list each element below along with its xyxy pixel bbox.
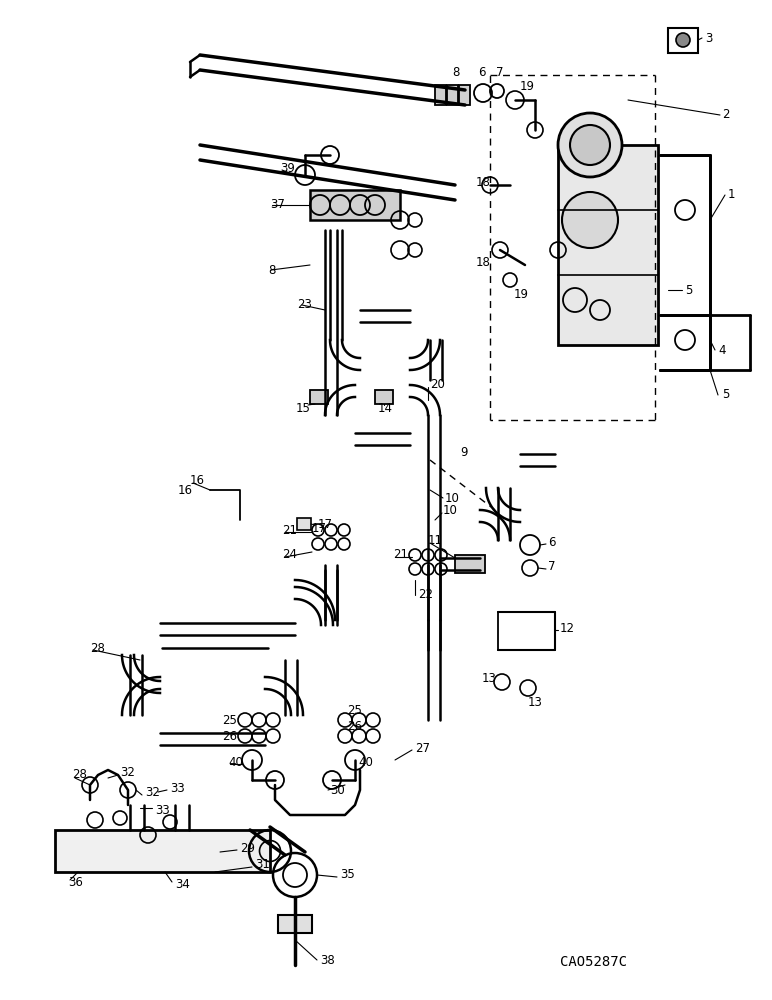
Bar [668, 28, 698, 53]
Text: 21: 21 [393, 548, 408, 562]
Text: 17: 17 [318, 518, 333, 532]
Text: 35: 35 [340, 868, 355, 882]
Text: 32: 32 [145, 786, 160, 798]
Text: 22: 22 [418, 588, 433, 601]
Text: 40: 40 [358, 756, 373, 768]
Text: 16: 16 [178, 484, 193, 496]
Text: 7: 7 [548, 560, 556, 574]
Text: 17: 17 [312, 522, 327, 534]
Text: 5: 5 [722, 388, 730, 401]
Text: CAO5287C: CAO5287C [560, 955, 627, 969]
Text: 28: 28 [90, 642, 105, 654]
Text: 30: 30 [330, 784, 345, 796]
Text: 16: 16 [190, 474, 205, 487]
Text: 20: 20 [430, 378, 445, 391]
Text: 39: 39 [280, 161, 295, 174]
Text: 36: 36 [68, 876, 83, 888]
Text: 33: 33 [170, 782, 185, 794]
Text: 31: 31 [255, 858, 270, 871]
Text: 13: 13 [482, 672, 497, 684]
Text: 8: 8 [268, 263, 276, 276]
Text: 25: 25 [347, 704, 362, 716]
Text: 34: 34 [175, 879, 190, 892]
Text: 19: 19 [514, 288, 529, 302]
Text: 6: 6 [548, 536, 556, 548]
Text: 18: 18 [476, 255, 491, 268]
Bar [55, 830, 270, 872]
Text: 8: 8 [452, 66, 459, 79]
Bar [278, 915, 312, 933]
Bar [447, 85, 458, 105]
Text: 7: 7 [496, 66, 503, 79]
Text: 10: 10 [445, 491, 460, 504]
Circle shape [562, 192, 618, 248]
Text: 5: 5 [685, 284, 692, 296]
Text: 10: 10 [443, 504, 458, 516]
Bar [455, 555, 485, 573]
Text: 28: 28 [72, 768, 87, 782]
Text: 9: 9 [460, 446, 468, 458]
Text: 19: 19 [520, 81, 535, 94]
Text: 37: 37 [270, 198, 285, 212]
Text: 21: 21 [282, 524, 297, 536]
Text: 40: 40 [228, 756, 243, 768]
Text: 13: 13 [528, 696, 543, 708]
Text: 38: 38 [320, 954, 335, 966]
Text: 4: 4 [718, 344, 726, 357]
Text: 27: 27 [415, 742, 430, 754]
Text: 26: 26 [222, 730, 237, 742]
Bar [375, 390, 393, 404]
Circle shape [676, 33, 690, 47]
Text: 18: 18 [476, 176, 491, 190]
Text: 1: 1 [728, 188, 736, 202]
Text: 24: 24 [282, 548, 297, 562]
Circle shape [570, 125, 610, 165]
Text: 26: 26 [347, 720, 362, 732]
Text: 25: 25 [222, 714, 237, 726]
Text: 11: 11 [428, 534, 443, 546]
Bar [297, 518, 311, 530]
Text: 15: 15 [296, 401, 311, 414]
Text: 12: 12 [560, 621, 575, 635]
Text: 32: 32 [120, 766, 135, 778]
Text: 3: 3 [705, 31, 713, 44]
Bar [310, 390, 328, 404]
Text: 29: 29 [240, 842, 255, 854]
Bar [558, 145, 658, 345]
Text: 2: 2 [722, 108, 730, 121]
Bar [310, 190, 400, 220]
Bar [459, 85, 470, 105]
Bar [435, 85, 446, 105]
Circle shape [558, 113, 622, 177]
Text: 33: 33 [155, 804, 170, 816]
Text: 23: 23 [297, 298, 312, 312]
Text: 6: 6 [478, 66, 486, 79]
Text: 14: 14 [378, 401, 393, 414]
